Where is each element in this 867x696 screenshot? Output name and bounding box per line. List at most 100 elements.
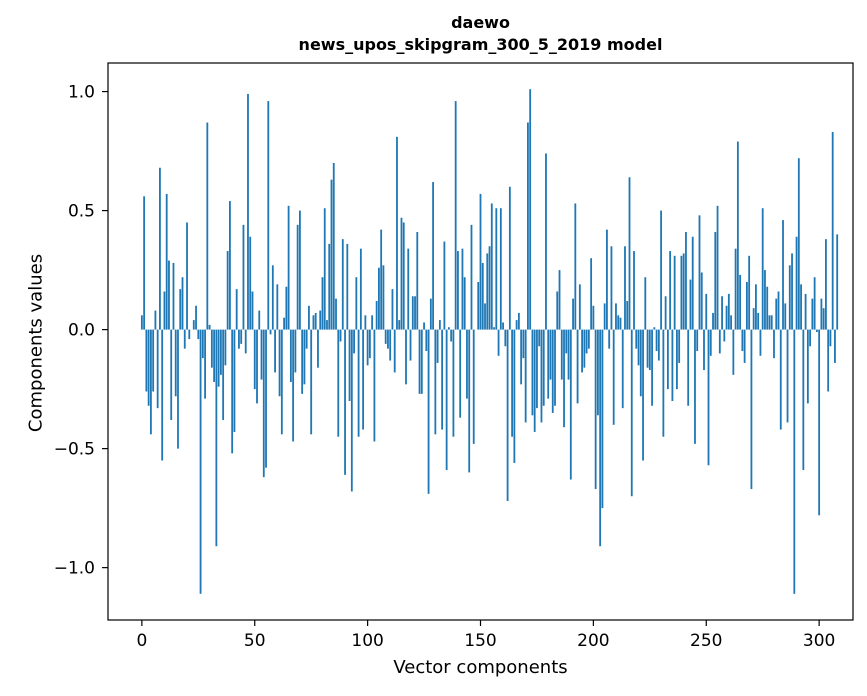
bar: [714, 232, 717, 330]
bar: [330, 179, 333, 330]
bar: [707, 329, 710, 466]
bar: [159, 167, 161, 330]
x-tick-label: 250: [690, 631, 722, 651]
bar: [145, 329, 148, 392]
bar: [524, 329, 527, 423]
bar: [204, 329, 206, 399]
bar: [768, 315, 771, 330]
bar: [493, 327, 495, 330]
bar: [624, 246, 626, 330]
bar: [834, 329, 836, 363]
bar: [490, 203, 493, 330]
bar: [680, 255, 683, 330]
bar: [508, 186, 511, 330]
bar: [572, 298, 574, 330]
bar: [441, 329, 444, 430]
bar: [289, 329, 292, 382]
y-tick-label: 0.5: [68, 202, 95, 222]
bar: [806, 329, 809, 404]
bar: [549, 329, 552, 380]
bar: [339, 329, 342, 342]
bar: [280, 329, 283, 435]
bar: [168, 260, 170, 330]
bar: [793, 329, 796, 594]
bar: [484, 303, 486, 330]
bar: [606, 229, 608, 330]
bar: [459, 329, 462, 418]
bar: [346, 243, 349, 330]
bar: [628, 177, 631, 330]
bar: [256, 329, 258, 404]
bar: [226, 251, 229, 330]
bar: [391, 289, 394, 330]
bar: [409, 329, 412, 361]
bar: [219, 329, 222, 375]
bar: [752, 308, 755, 330]
bar: [513, 329, 516, 463]
bar: [328, 243, 331, 330]
bar: [265, 329, 267, 468]
bar: [262, 329, 265, 478]
bar: [691, 236, 694, 330]
bar: [229, 201, 231, 330]
bar: [468, 329, 471, 473]
bar: [700, 272, 703, 330]
bar: [294, 329, 297, 373]
bar: [312, 315, 315, 330]
bar: [676, 329, 678, 390]
bar: [353, 329, 355, 354]
bar: [447, 327, 450, 330]
bar: [314, 312, 317, 330]
bar: [736, 141, 739, 330]
bar: [443, 241, 446, 330]
bar: [479, 193, 482, 330]
x-tick-label: 100: [351, 631, 383, 651]
bar: [217, 329, 220, 387]
bar: [149, 329, 152, 435]
bar: [308, 305, 310, 330]
bar: [461, 248, 464, 330]
y-tick-label: −0.5: [54, 440, 95, 460]
bar: [242, 224, 245, 330]
bar: [486, 253, 489, 330]
bar: [240, 329, 243, 344]
bar: [635, 329, 638, 349]
bar: [743, 329, 746, 363]
bar: [662, 329, 665, 437]
bar: [436, 329, 439, 363]
bar: [836, 234, 839, 330]
bar: [831, 132, 834, 330]
bar: [599, 329, 602, 547]
bar: [709, 329, 712, 356]
axes-frame: [107, 62, 854, 621]
bar: [639, 329, 642, 397]
bar: [827, 329, 830, 392]
bar: [538, 329, 541, 347]
bar: [797, 158, 800, 330]
y-tick-label: 1.0: [68, 83, 95, 103]
y-axis-label: Components values: [25, 253, 47, 433]
x-tick-label: 200: [577, 631, 609, 651]
bar: [283, 317, 285, 330]
bar: [420, 329, 423, 394]
bar: [384, 329, 387, 344]
x-tick-label: 0: [136, 631, 147, 651]
bar: [558, 270, 561, 330]
bar: [411, 296, 414, 330]
bar: [423, 322, 425, 330]
bar: [292, 329, 295, 442]
bar: [657, 329, 660, 361]
y-tick-label: 0.0: [68, 321, 95, 341]
bar: [565, 329, 568, 354]
bar: [664, 296, 667, 330]
bar: [396, 136, 398, 330]
bar: [348, 329, 351, 402]
bar: [450, 329, 453, 342]
bar: [310, 329, 313, 435]
bar: [260, 329, 263, 380]
bar: [344, 329, 346, 475]
bar: [619, 317, 622, 330]
bar: [745, 281, 748, 330]
bar: [247, 93, 249, 330]
bar: [504, 329, 507, 347]
